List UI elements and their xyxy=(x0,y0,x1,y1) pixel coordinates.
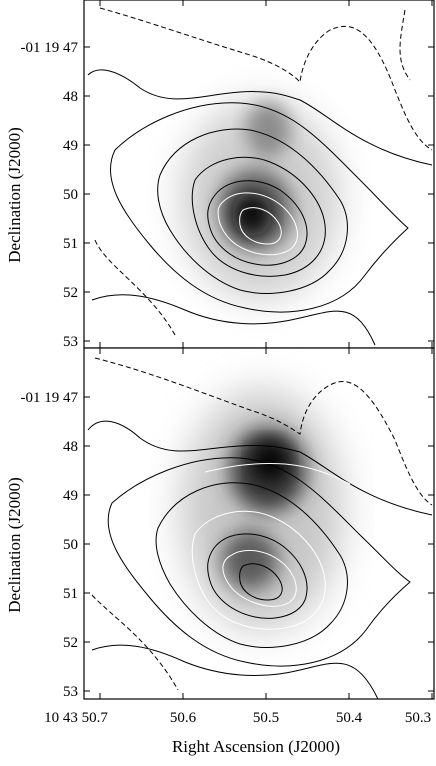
bottom-contour-outer xyxy=(87,420,433,516)
bottom-x-tick-label: 10 43 50.7 xyxy=(44,710,108,726)
top-contour-dashed-lower xyxy=(94,239,176,336)
top-contour-dashed-right xyxy=(399,9,411,81)
top-y-ticks xyxy=(84,46,434,342)
bottom-y-ticks xyxy=(84,396,434,692)
bottom-x-tick-labels: 10 43 50.7 50.6 50.5 50.4 50.3 xyxy=(44,710,431,726)
top-contours xyxy=(87,7,433,346)
top-contour-3 xyxy=(157,128,348,294)
top-x-ticks xyxy=(99,0,433,348)
bottom-contour-7 xyxy=(239,563,283,601)
bottom-contour-dashed-upper xyxy=(94,357,433,506)
top-y-tick-label: 52 xyxy=(63,285,78,301)
top-greyscale-image xyxy=(84,0,434,348)
bottom-contours xyxy=(87,357,433,699)
bottom-contour-3 xyxy=(155,482,348,648)
top-contour-dashed-upper xyxy=(99,7,433,151)
bottom-contour-2 xyxy=(107,457,411,667)
top-y-tick-labels: -01 19 47 48 49 50 51 52 53 xyxy=(21,40,79,350)
top-y-tick-label: -01 19 47 xyxy=(21,40,79,56)
bottom-y-tick-label: 48 xyxy=(63,439,78,455)
top-contour-2 xyxy=(110,102,409,313)
bottom-frame xyxy=(83,347,435,700)
bottom-y-tick-label: -01 19 47 xyxy=(21,390,79,406)
bottom-x-tick-label: 50.6 xyxy=(170,710,197,726)
top-contour-7 xyxy=(239,207,282,245)
x-axis-title: Right Ascension (J2000) xyxy=(172,737,340,756)
bottom-y-tick-label: 50 xyxy=(63,537,78,553)
bottom-contour-6 xyxy=(222,549,297,607)
bottom-panel: -01 19 47 48 49 50 51 52 53 10 43 50.7 5… xyxy=(5,347,435,756)
bottom-x-tick-label: 50.5 xyxy=(253,710,279,726)
bottom-contour-5 xyxy=(207,533,308,619)
bottom-y-tick-label: 51 xyxy=(63,586,78,602)
top-y-tick-label: 53 xyxy=(63,334,78,350)
bottom-y-tick-label: 49 xyxy=(63,488,78,504)
bottom-contour-ridge xyxy=(204,462,351,485)
bottom-contour-dashed-lower xyxy=(91,594,179,691)
bottom-x-tick-label: 50.4 xyxy=(336,710,363,726)
top-contour-5 xyxy=(207,180,308,266)
top-contour-6 xyxy=(217,192,298,256)
bottom-x-ticks xyxy=(99,348,433,699)
bottom-y-axis-title: Declination (J2000) xyxy=(5,477,24,613)
top-y-tick-label: 50 xyxy=(63,187,78,203)
top-panel: -01 19 47 48 49 50 51 52 53 Declination … xyxy=(5,0,435,350)
top-y-tick-label: 48 xyxy=(63,89,78,105)
bottom-y-tick-label: 53 xyxy=(63,684,78,700)
bottom-y-tick-labels: -01 19 47 48 49 50 51 52 53 xyxy=(21,390,79,700)
top-y-tick-label: 49 xyxy=(63,138,78,154)
bottom-contour-outer-lower xyxy=(91,644,379,699)
top-y-axis-title: Declination (J2000) xyxy=(5,127,24,263)
top-contour-outer-lower xyxy=(91,294,376,346)
top-y-tick-label: 51 xyxy=(63,236,78,252)
bottom-x-tick-label: 50.3 xyxy=(405,710,431,726)
top-contour-outer xyxy=(87,69,433,166)
bottom-contour-4 xyxy=(191,510,326,630)
top-contour-4 xyxy=(191,156,326,277)
bottom-y-tick-label: 52 xyxy=(63,635,78,651)
